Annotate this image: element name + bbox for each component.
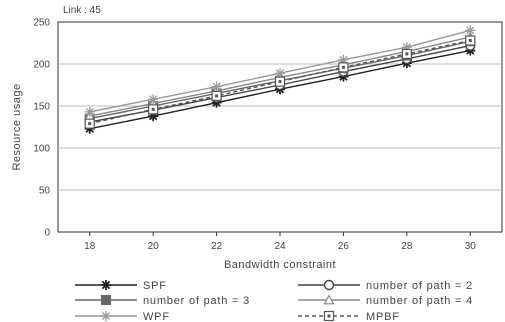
legend-label: number of path = 2	[366, 280, 473, 292]
data-point	[84, 106, 95, 117]
legend-item: MPBF	[298, 310, 400, 322]
y-tick-label: 200	[33, 60, 50, 71]
data-point	[323, 279, 335, 291]
legend-label: SPF	[143, 280, 167, 292]
x-tick-label: 22	[211, 241, 223, 252]
x-axis-label: Bandwidth constraint	[224, 259, 336, 271]
data-point	[323, 294, 335, 305]
data-point	[401, 48, 412, 60]
legend-item: SPF	[75, 280, 167, 292]
legend-item: number of path = 3	[75, 295, 250, 307]
y-tick-label: 100	[33, 144, 50, 155]
data-point	[211, 90, 222, 102]
x-axis-ticks: 18 20 22 24 26 28 30	[84, 232, 476, 252]
data-point	[275, 68, 285, 79]
y-tick-label: 0	[44, 228, 50, 239]
data-point	[401, 42, 412, 53]
series-group	[84, 25, 476, 117]
data-point	[84, 118, 95, 129]
data-point	[101, 295, 111, 305]
data-point	[211, 81, 222, 92]
legend-item: WPF	[75, 311, 170, 322]
x-tick-label: 26	[338, 241, 350, 252]
x-tick-label: 18	[84, 241, 96, 252]
link-annotation: Link : 45	[63, 5, 101, 16]
data-point	[101, 311, 111, 321]
y-tick-label: 250	[33, 18, 50, 29]
legend-item: number of path = 4	[298, 294, 473, 307]
x-tick-label: 24	[274, 241, 286, 252]
data-point	[274, 76, 286, 87]
legend-item: number of path = 2	[298, 279, 473, 292]
grid-lines	[58, 63, 502, 191]
legend-label: MPBF	[366, 311, 400, 322]
data-point	[148, 94, 159, 105]
x-tick-label: 30	[465, 241, 477, 252]
data-point	[338, 54, 349, 65]
legend-label: WPF	[143, 311, 170, 322]
data-point	[101, 280, 111, 290]
data-point	[338, 62, 349, 73]
data-point	[148, 104, 159, 115]
series-group	[84, 35, 476, 129]
data-point	[465, 25, 476, 36]
x-tick-label: 20	[148, 241, 160, 252]
data-point	[465, 35, 476, 46]
legend-label: number of path = 4	[366, 295, 473, 307]
data-point	[323, 310, 335, 322]
x-tick-label: 28	[401, 241, 413, 252]
y-axis-ticks: 0 50 100 150 200 250	[33, 18, 50, 239]
data-point	[148, 111, 159, 122]
plot-area	[57, 21, 503, 233]
legend-label: number of path = 3	[143, 295, 250, 307]
y-tick-label: 50	[39, 186, 51, 197]
y-axis-label: Resource usage	[11, 83, 23, 170]
y-tick-label: 150	[33, 102, 50, 113]
series-layer	[84, 25, 476, 134]
legend: SPF number of path = 2 number of path = 3 n…	[75, 279, 473, 322]
